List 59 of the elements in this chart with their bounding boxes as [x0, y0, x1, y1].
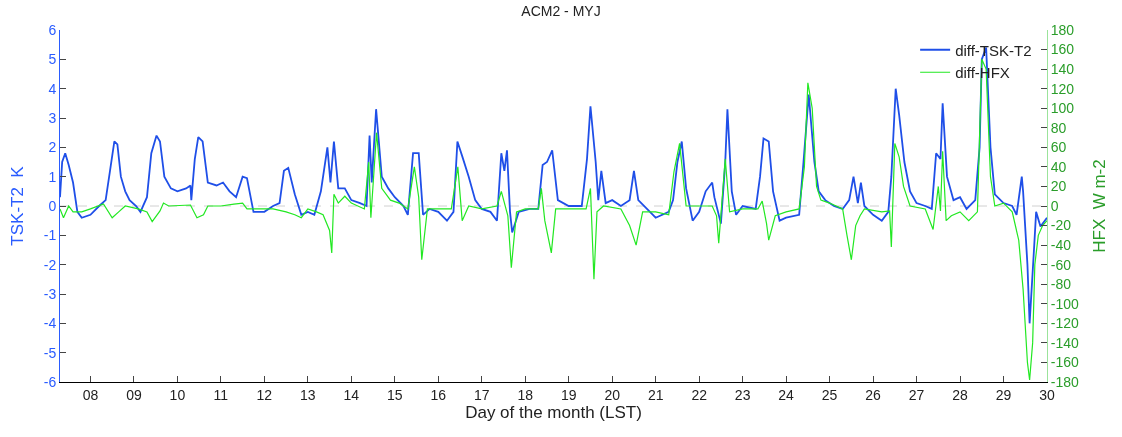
x-tick-label: 17 [473, 386, 490, 403]
x-tick-label: 16 [430, 386, 447, 403]
y2-tick-label: 180 [1050, 21, 1075, 38]
y2-tick-label: -60 [1050, 256, 1072, 273]
x-tick-label: 27 [908, 386, 925, 403]
y2-tick-label: 80 [1050, 119, 1067, 136]
y-tick-label: 2 [48, 139, 57, 156]
y2-tick-label: 140 [1050, 61, 1075, 78]
x-tick-label: 13 [300, 386, 316, 403]
y-tick-label: 0 [48, 197, 57, 214]
x-tick-label: 24 [778, 386, 795, 403]
line-series [60, 58, 1047, 381]
y2-tick-label: -160 [1050, 354, 1080, 371]
x-axis-title: Day of the month (LST) [465, 403, 642, 423]
y-tick-label: -5 [43, 344, 57, 361]
y-tick-label: 3 [48, 109, 57, 126]
x-tick-label: 15 [387, 386, 403, 403]
x-tick-label: 08 [82, 386, 99, 403]
y-tick-label: -3 [43, 285, 57, 302]
x-tick-label: 21 [647, 386, 664, 403]
x-tick-label: 20 [604, 386, 621, 403]
x-tick-label: 10 [169, 386, 186, 403]
y-tick-label: -4 [43, 315, 57, 332]
y-tick-label: 6 [48, 21, 57, 38]
x-tick-label: 11 [213, 386, 229, 403]
y-tick-label: -2 [43, 256, 57, 273]
y2-axis-title: HFX W m-2 [1090, 159, 1110, 253]
y-tick-label: 4 [48, 80, 57, 97]
y2-tick-label: 0 [1050, 197, 1059, 214]
line-series [60, 46, 1047, 325]
y2-tick-label: 60 [1050, 139, 1067, 156]
y2-tick-label: -120 [1050, 315, 1080, 332]
x-tick-label: 25 [821, 386, 838, 403]
chart-title: ACM2 - MYJ [521, 3, 601, 20]
y2-tick-label: -100 [1050, 295, 1080, 312]
y-tick-label: 1 [48, 168, 57, 185]
x-tick-label: 23 [734, 386, 751, 403]
y2-tick-label: 160 [1050, 41, 1075, 58]
y2-tick-label: -140 [1050, 334, 1080, 351]
x-tick-label: 29 [995, 386, 1012, 403]
y2-tick-label: 20 [1050, 178, 1067, 195]
x-tick-label: 09 [126, 386, 142, 403]
y2-tick-label: -40 [1050, 237, 1072, 254]
x-tick-label: 19 [560, 386, 577, 403]
y-tick-label: 5 [48, 51, 57, 68]
x-tick-label: 26 [865, 386, 882, 403]
y2-tick-label: -80 [1050, 276, 1072, 293]
y2-tick-label: 120 [1050, 80, 1075, 97]
y2-tick-label: -20 [1050, 217, 1072, 234]
y2-tick-label: 40 [1050, 158, 1067, 175]
x-tick-label: 22 [691, 386, 708, 403]
y-axis-title: TSK-T2 K [8, 165, 28, 246]
x-tick-label: 28 [952, 386, 969, 403]
x-tick-label: 12 [256, 386, 273, 403]
y2-tick-label: 100 [1050, 100, 1075, 117]
y-tick-label: -1 [43, 227, 57, 244]
y-tick-label: -6 [43, 373, 57, 390]
x-tick-label: 18 [517, 386, 534, 403]
x-tick-label: 14 [343, 386, 360, 403]
